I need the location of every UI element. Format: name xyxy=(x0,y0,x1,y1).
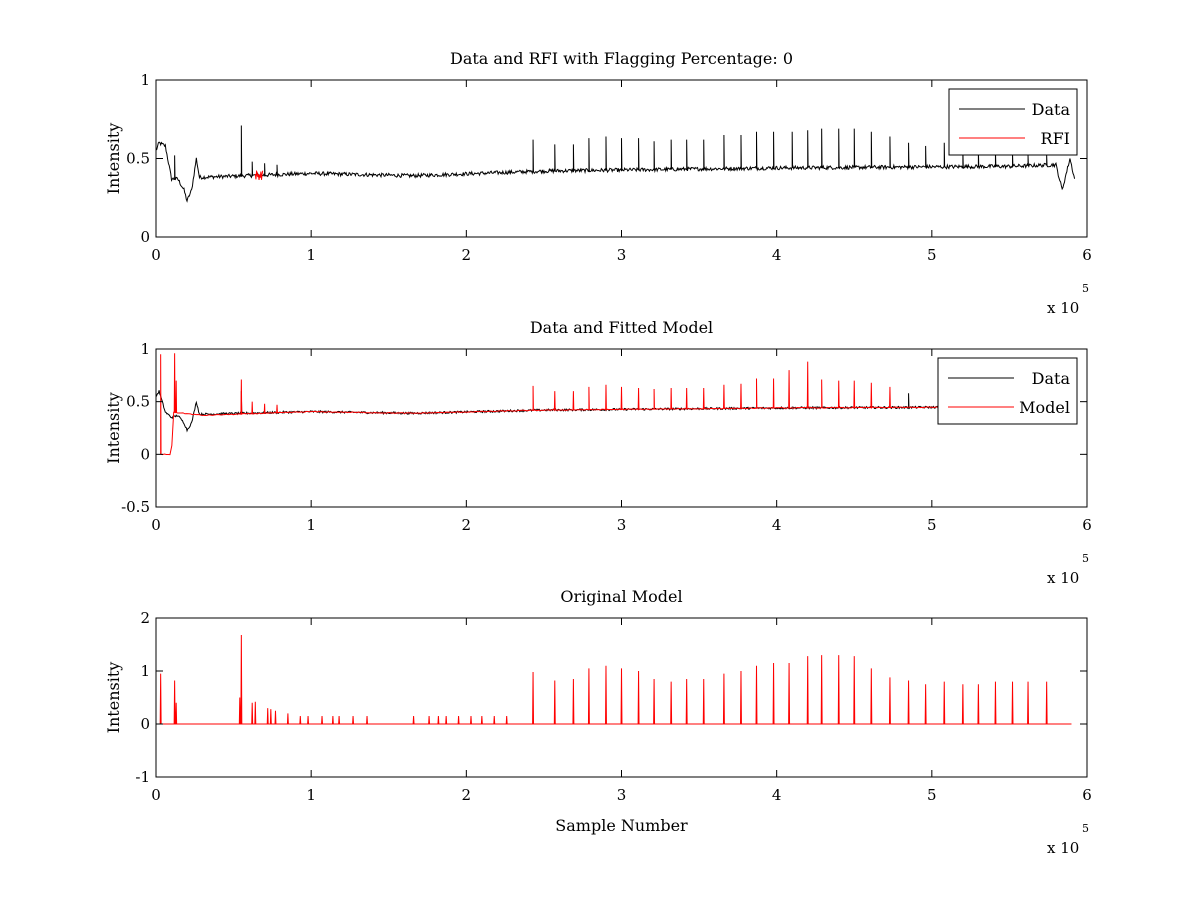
chart-title: Original Model xyxy=(560,587,682,606)
x-tick-label: 4 xyxy=(772,786,782,804)
x-tick-label: 6 xyxy=(1082,516,1092,534)
chart-title: Data and Fitted Model xyxy=(530,318,713,337)
x-tick-label: 0 xyxy=(151,246,161,264)
legend-label-model: Model xyxy=(1019,398,1070,417)
y-tick-label: 0 xyxy=(140,445,150,463)
series-data-line xyxy=(156,125,1076,203)
x-tick-label: 2 xyxy=(462,246,472,264)
legend: Data Model xyxy=(937,357,1078,425)
x-tick-label: 3 xyxy=(617,246,627,264)
x-multiplier: x 10 xyxy=(1047,299,1079,317)
x-tick-label: 4 xyxy=(772,516,782,534)
y-tick-label: 2 xyxy=(140,609,150,627)
y-tick-label: 0.5 xyxy=(126,393,150,411)
y-tick-label: 1 xyxy=(140,71,150,89)
x-tick-label: 5 xyxy=(927,786,937,804)
x-tick-label: 2 xyxy=(462,786,472,804)
x-tick-label: 5 xyxy=(927,246,937,264)
x-tick-label: 5 xyxy=(927,516,937,534)
series-model-line xyxy=(156,634,1072,725)
y-axis-label: Intensity xyxy=(104,392,123,464)
x-tick-label: 2 xyxy=(462,516,472,534)
x-multiplier: x 10 xyxy=(1047,839,1079,857)
y-tick-label: 1 xyxy=(140,662,150,680)
x-multiplier-exponent: 5 xyxy=(1082,282,1089,295)
plot-area xyxy=(156,349,1087,507)
x-multiplier-exponent: 5 xyxy=(1082,822,1089,835)
y-tick-label: -0.5 xyxy=(121,498,150,516)
legend-label-data: Data xyxy=(1032,100,1071,119)
x-multiplier: x 10 xyxy=(1047,569,1079,587)
y-tick-label: -1 xyxy=(135,768,150,786)
series-rfi-line xyxy=(254,169,264,180)
legend: Data RFI xyxy=(948,88,1078,156)
legend-label-rfi: RFI xyxy=(1041,129,1070,148)
x-tick-label: 1 xyxy=(306,786,316,804)
x-tick-label: 3 xyxy=(617,786,627,804)
y-tick-label: 1 xyxy=(140,340,150,358)
plot-lines xyxy=(156,634,1072,725)
chart-title: Data and RFI with Flagging Percentage: 0 xyxy=(450,49,793,68)
x-tick-label: 4 xyxy=(772,246,782,264)
x-multiplier-exponent: 5 xyxy=(1082,552,1089,565)
y-tick-label: 0 xyxy=(140,715,150,733)
x-axis-label: Sample Number xyxy=(555,816,688,835)
x-tick-label: 6 xyxy=(1082,246,1092,264)
x-tick-label: 1 xyxy=(306,516,316,534)
x-tick-label: 6 xyxy=(1082,786,1092,804)
series-model-line xyxy=(159,353,1072,456)
x-tick-label: 0 xyxy=(151,786,161,804)
y-axis-label: Intensity xyxy=(104,123,123,195)
x-tick-label: 3 xyxy=(617,516,627,534)
plot-lines xyxy=(156,125,1076,203)
plot-lines xyxy=(156,353,1072,456)
legend-box xyxy=(948,88,1078,156)
legend-box xyxy=(937,357,1078,425)
y-axis-label: Intensity xyxy=(104,662,123,734)
legend-label-data: Data xyxy=(1032,369,1071,388)
y-tick-label: 0 xyxy=(140,228,150,246)
x-tick-label: 0 xyxy=(151,516,161,534)
x-tick-label: 1 xyxy=(306,246,316,264)
y-tick-label: 0.5 xyxy=(126,150,150,168)
